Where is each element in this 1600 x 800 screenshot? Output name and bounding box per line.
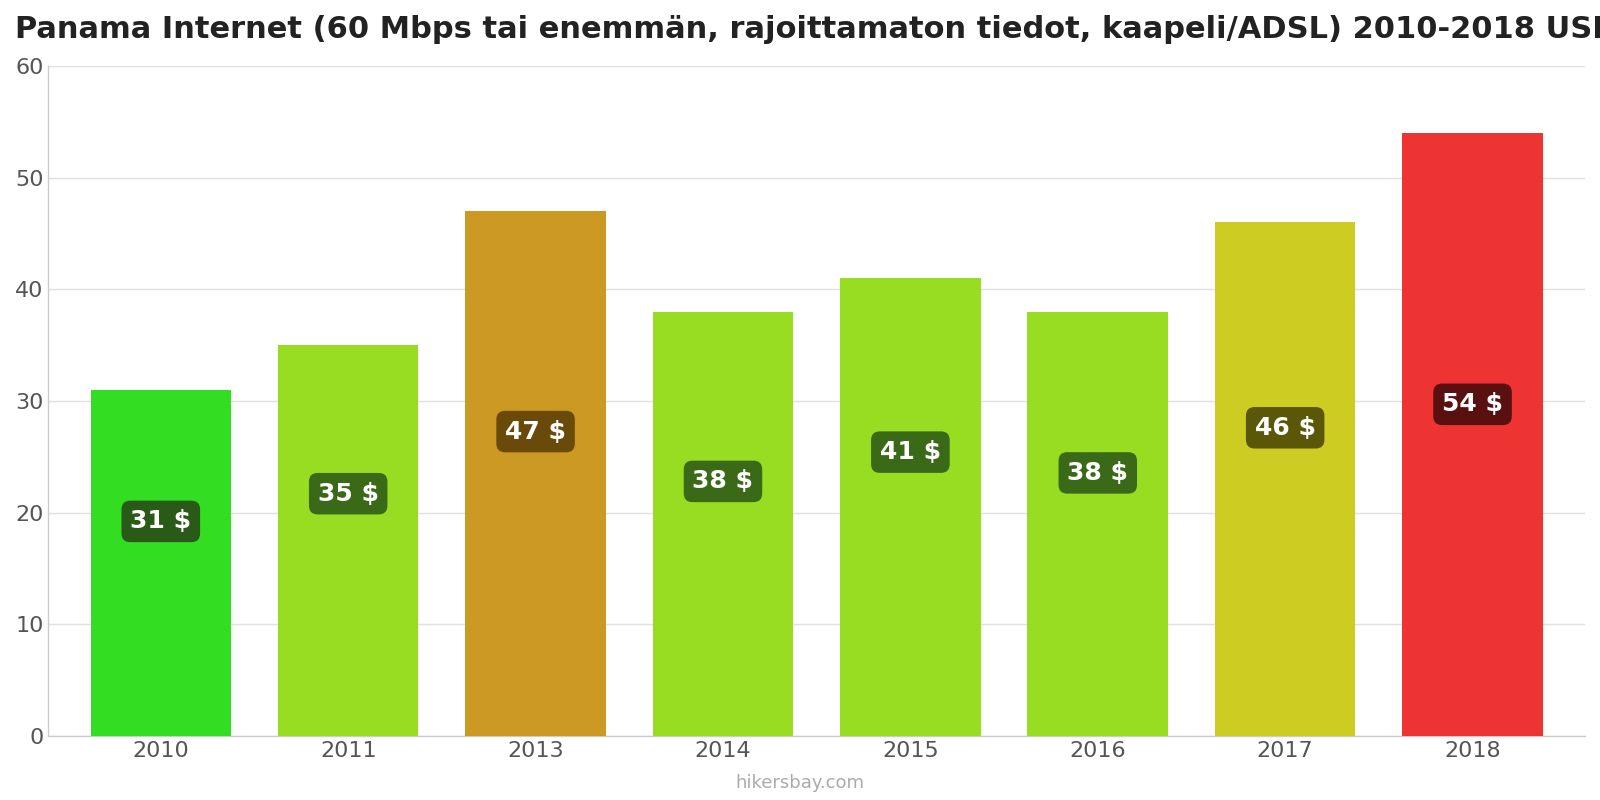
Text: 46 $: 46 $ <box>1254 416 1315 440</box>
Text: 38 $: 38 $ <box>693 470 754 494</box>
Bar <box>91 390 230 736</box>
Bar <box>278 345 419 736</box>
Text: 41 $: 41 $ <box>880 440 941 464</box>
Text: 31 $: 31 $ <box>130 510 192 534</box>
Bar <box>1214 222 1355 736</box>
Text: 38 $: 38 $ <box>1067 461 1128 485</box>
Bar <box>1402 133 1542 736</box>
Title: Panama Internet (60 Mbps tai enemmän, rajoittamaton tiedot, kaapeli/ADSL) 2010-2: Panama Internet (60 Mbps tai enemmän, ra… <box>16 15 1600 44</box>
Text: 35 $: 35 $ <box>318 482 379 506</box>
Text: 47 $: 47 $ <box>506 419 566 443</box>
Bar <box>653 311 794 736</box>
Bar <box>840 278 981 736</box>
Bar <box>466 211 606 736</box>
Text: 54 $: 54 $ <box>1442 392 1502 416</box>
Text: hikersbay.com: hikersbay.com <box>736 774 864 792</box>
Bar <box>1027 311 1168 736</box>
